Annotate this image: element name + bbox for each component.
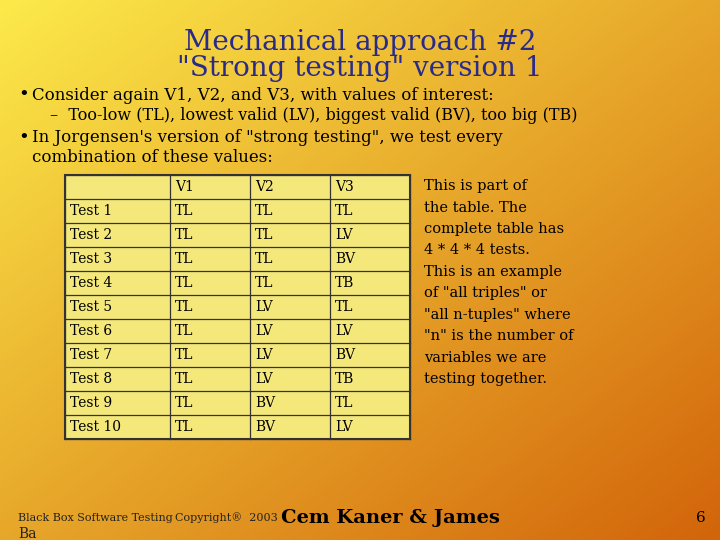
Text: Test 1: Test 1	[70, 204, 112, 218]
Text: •: •	[18, 129, 29, 147]
Text: V2: V2	[255, 180, 274, 194]
Text: LV: LV	[335, 324, 353, 338]
Text: "Strong testing" version 1: "Strong testing" version 1	[177, 56, 543, 83]
Text: TL: TL	[335, 396, 354, 410]
Text: TB: TB	[335, 276, 354, 290]
Text: Test 6: Test 6	[70, 324, 112, 338]
Text: LV: LV	[335, 420, 353, 434]
Text: TL: TL	[175, 252, 194, 266]
Text: TL: TL	[175, 300, 194, 314]
Text: TL: TL	[175, 420, 194, 434]
Text: LV: LV	[255, 324, 273, 338]
Text: BV: BV	[335, 252, 355, 266]
Text: TL: TL	[335, 204, 354, 218]
Text: BV: BV	[335, 348, 355, 362]
Text: TL: TL	[175, 396, 194, 410]
Text: Test 9: Test 9	[70, 396, 112, 410]
Text: TL: TL	[335, 300, 354, 314]
Text: 6: 6	[696, 511, 706, 525]
Text: TL: TL	[175, 348, 194, 362]
Text: TL: TL	[175, 228, 194, 242]
Text: Mechanical approach #2: Mechanical approach #2	[184, 30, 536, 57]
Text: Black Box Software Testing: Black Box Software Testing	[18, 513, 173, 523]
Text: Cem Kaner & James: Cem Kaner & James	[281, 509, 500, 527]
Text: variables we are: variables we are	[424, 351, 546, 365]
Text: of "all triples" or: of "all triples" or	[424, 287, 547, 300]
Text: TL: TL	[255, 276, 274, 290]
Text: Test 3: Test 3	[70, 252, 112, 266]
Text: V3: V3	[335, 180, 354, 194]
Text: This is part of: This is part of	[424, 179, 527, 193]
Text: Test 8: Test 8	[70, 372, 112, 386]
Text: testing together.: testing together.	[424, 373, 547, 387]
Text: LV: LV	[255, 372, 273, 386]
Text: Test 2: Test 2	[70, 228, 112, 242]
Text: TL: TL	[175, 204, 194, 218]
Text: In Jorgensen's version of "strong testing", we test every: In Jorgensen's version of "strong testin…	[32, 130, 503, 146]
Text: Test 10: Test 10	[70, 420, 121, 434]
Text: LV: LV	[335, 228, 353, 242]
Text: TL: TL	[175, 372, 194, 386]
Text: TL: TL	[175, 276, 194, 290]
Text: –  Too-low (TL), lowest valid (LV), biggest valid (BV), too big (TB): – Too-low (TL), lowest valid (LV), bigge…	[50, 107, 577, 125]
Text: TL: TL	[255, 228, 274, 242]
Text: TL: TL	[255, 252, 274, 266]
Text: "n" is the number of: "n" is the number of	[424, 329, 574, 343]
Text: the table. The: the table. The	[424, 200, 527, 214]
Text: Test 4: Test 4	[70, 276, 112, 290]
Text: Consider again V1, V2, and V3, with values of interest:: Consider again V1, V2, and V3, with valu…	[32, 86, 494, 104]
Bar	[65, 175, 410, 439]
Text: LV: LV	[255, 348, 273, 362]
Text: Copyright®  2003: Copyright® 2003	[175, 512, 278, 523]
Text: Test 7: Test 7	[70, 348, 112, 362]
Text: Test 5: Test 5	[70, 300, 112, 314]
Text: This is an example: This is an example	[424, 265, 562, 279]
Text: "all n-tuples" where: "all n-tuples" where	[424, 308, 571, 322]
Text: TB: TB	[335, 372, 354, 386]
Text: BV: BV	[255, 396, 275, 410]
Text: BV: BV	[255, 420, 275, 434]
Text: TL: TL	[175, 324, 194, 338]
Text: TL: TL	[255, 204, 274, 218]
Text: Ba: Ba	[18, 527, 37, 540]
Text: V1: V1	[175, 180, 194, 194]
Text: combination of these values:: combination of these values:	[32, 148, 273, 165]
Text: complete table has: complete table has	[424, 222, 564, 236]
Text: LV: LV	[255, 300, 273, 314]
Text: •: •	[18, 86, 29, 104]
Text: 4 * 4 * 4 tests.: 4 * 4 * 4 tests.	[424, 244, 530, 258]
